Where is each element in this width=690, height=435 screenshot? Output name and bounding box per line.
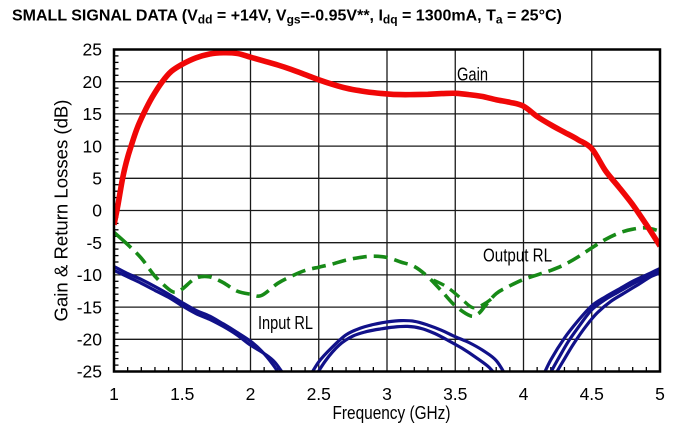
- svg-text:-10: -10: [77, 265, 103, 285]
- svg-text:4: 4: [519, 384, 529, 404]
- svg-text:5: 5: [92, 169, 102, 189]
- svg-text:0: 0: [92, 201, 102, 221]
- svg-text:-25: -25: [77, 362, 102, 382]
- svg-text:20: 20: [83, 72, 103, 92]
- svg-text:2.5: 2.5: [307, 384, 331, 404]
- svg-text:3.5: 3.5: [443, 384, 467, 404]
- svg-text:-15: -15: [77, 297, 102, 317]
- svg-text:Output RL: Output RL: [483, 246, 552, 266]
- svg-text:Gain: Gain: [457, 65, 488, 85]
- svg-text:2: 2: [246, 384, 256, 404]
- svg-text:SMALL SIGNAL DATA (Vdd = +14V,: SMALL SIGNAL DATA (Vdd = +14V, Vgs=-0.95…: [12, 8, 562, 27]
- svg-text:1: 1: [109, 384, 119, 404]
- svg-text:3: 3: [382, 384, 392, 404]
- svg-text:Frequency (GHz): Frequency (GHz): [333, 403, 451, 423]
- svg-text:5: 5: [655, 384, 665, 404]
- svg-text:Input RL: Input RL: [258, 313, 313, 333]
- svg-text:Gain & Return Losses (dB): Gain & Return Losses (dB): [52, 100, 72, 322]
- svg-text:-20: -20: [77, 330, 103, 350]
- svg-text:10: 10: [83, 136, 103, 156]
- svg-text:-5: -5: [86, 233, 102, 253]
- svg-text:4.5: 4.5: [580, 384, 604, 404]
- svg-text:1.5: 1.5: [170, 384, 194, 404]
- svg-text:15: 15: [83, 104, 102, 124]
- svg-text:25: 25: [83, 40, 102, 60]
